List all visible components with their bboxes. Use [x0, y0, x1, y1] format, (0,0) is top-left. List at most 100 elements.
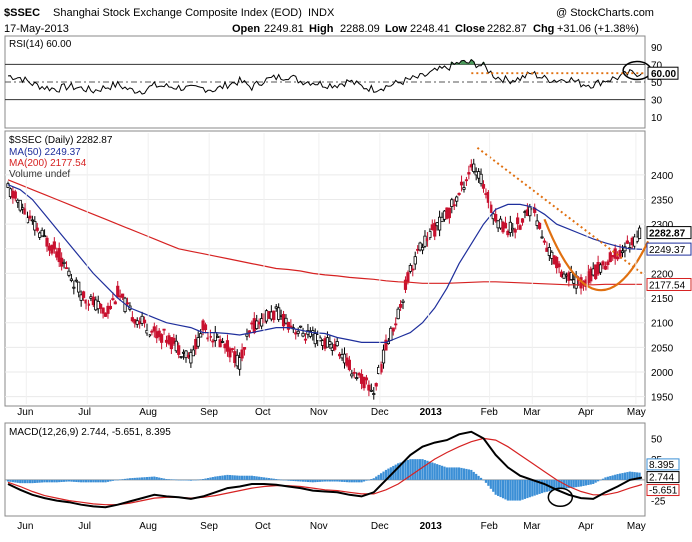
macd-histogram-bar: [453, 467, 456, 480]
macd-histogram-bar: [601, 478, 605, 480]
price-candle-body: [69, 278, 73, 281]
price-candle-body: [230, 348, 234, 351]
macd-histogram-bar: [411, 459, 414, 480]
price-legend-volume: Volume undef: [9, 169, 70, 180]
price-candle-body: [511, 227, 515, 231]
macd-histogram-bar: [114, 479, 117, 481]
macd-histogram-bar: [479, 477, 483, 480]
price-candle-body: [42, 235, 47, 238]
macd-histogram-bar: [138, 477, 141, 480]
macd-histogram-bar: [133, 477, 136, 480]
price-candle-body: [277, 307, 281, 320]
macd-histogram-bar: [258, 476, 261, 480]
macd-histogram-bar: [306, 479, 310, 483]
macd-histogram-bar: [301, 479, 305, 482]
macd-histogram-bar: [401, 461, 405, 480]
macd-histogram-bar: [382, 471, 385, 480]
macd-histogram-bar: [165, 479, 168, 480]
chg-value: +31.06 (+1.38%): [557, 23, 639, 35]
macd-histogram-bar: [119, 479, 122, 481]
price-candle-body: [367, 384, 371, 391]
macd-histogram-bar: [462, 468, 466, 480]
price-candle-body: [103, 312, 108, 317]
price-candle-body: [113, 301, 117, 305]
price-tick-label: 2300: [651, 220, 674, 231]
macd-histogram-bar: [187, 479, 190, 481]
macd-histogram-bar: [250, 475, 253, 480]
header-brand: @ StockCharts.com: [556, 7, 654, 19]
price-candle-body: [121, 293, 125, 298]
macd-histogram-bar: [92, 479, 95, 483]
macd-right-label: 2.744: [649, 473, 674, 484]
macd-histogram-bar: [611, 475, 614, 480]
macd-histogram-bar: [89, 479, 93, 483]
macd-histogram-bar: [160, 478, 163, 480]
price-x-label: 2013: [420, 407, 443, 418]
macd-histogram-bar: [475, 473, 478, 480]
macd-histogram-bar: [243, 475, 246, 480]
close-label: Close: [455, 23, 485, 35]
macd-histogram-bar: [567, 479, 570, 489]
price-candle-body: [67, 270, 71, 276]
price-candle-body: [396, 308, 400, 320]
macd-histogram-bar: [579, 479, 583, 487]
price-candle-body: [179, 356, 183, 358]
price-candle-body: [242, 347, 247, 350]
macd-histogram-bar: [175, 479, 178, 481]
macd-histogram-bar: [484, 479, 488, 483]
price-candle-body: [618, 249, 622, 257]
macd-histogram-bar: [11, 479, 14, 483]
macd-histogram-bar: [45, 479, 49, 483]
price-candle-body: [450, 199, 454, 207]
macd-histogram-bar: [19, 479, 22, 484]
price-candle-body: [111, 298, 115, 300]
macd-histogram-bar: [128, 478, 132, 480]
macd-histogram-bar: [592, 479, 595, 484]
price-candle-body: [503, 222, 508, 229]
price-candle-body: [203, 324, 208, 331]
macd-histogram-bar: [472, 471, 475, 480]
price-candle-body: [537, 222, 542, 229]
macd-histogram-bar: [50, 479, 53, 483]
price-candle-body: [462, 187, 466, 190]
macd-histogram-bar: [55, 479, 58, 483]
macd-histogram-bar: [141, 477, 144, 480]
price-x-label: Nov: [310, 407, 328, 418]
close-value: 2282.87: [487, 23, 527, 35]
price-candle-body: [506, 230, 510, 236]
macd-histogram-bar: [416, 459, 419, 480]
price-candle-body: [72, 286, 76, 289]
macd-histogram-bar: [292, 479, 295, 482]
macd-histogram-bar: [482, 479, 485, 481]
price-candle-body: [420, 247, 425, 251]
price-candle-body: [464, 179, 469, 182]
price-candle-body: [106, 305, 110, 314]
macd-histogram-bar: [538, 479, 541, 494]
price-candle-body: [108, 305, 113, 310]
macd-histogram-bar: [28, 479, 32, 484]
chg-label: Chg: [533, 23, 554, 35]
macd-histogram-bar: [406, 459, 410, 480]
price-candle-body: [350, 373, 354, 377]
price-candle-body: [550, 251, 554, 259]
macd-histogram-bar: [80, 479, 83, 483]
price-candle-body: [508, 221, 512, 233]
price-candle-body: [362, 376, 366, 389]
downtrend-line: [476, 146, 643, 275]
macd-histogram-bar: [323, 479, 327, 482]
price-candle-body: [481, 184, 486, 189]
macd-histogram-bar: [397, 463, 400, 480]
macd-histogram-bar: [106, 479, 110, 482]
macd-histogram-bar: [345, 479, 349, 483]
macd-histogram-bar: [150, 476, 153, 480]
macd-histogram-bar: [587, 479, 590, 485]
macd-histogram-bar: [514, 479, 517, 501]
macd-histogram-bar: [501, 479, 505, 499]
macd-histogram-bar: [121, 479, 124, 480]
price-candle-body: [220, 341, 225, 343]
macd-histogram-bar: [618, 473, 622, 480]
rounded-bottom-arc: [543, 218, 650, 292]
macd-histogram-bar: [633, 472, 636, 480]
macd-histogram-bar: [182, 479, 185, 481]
price-candle-body: [62, 261, 66, 265]
